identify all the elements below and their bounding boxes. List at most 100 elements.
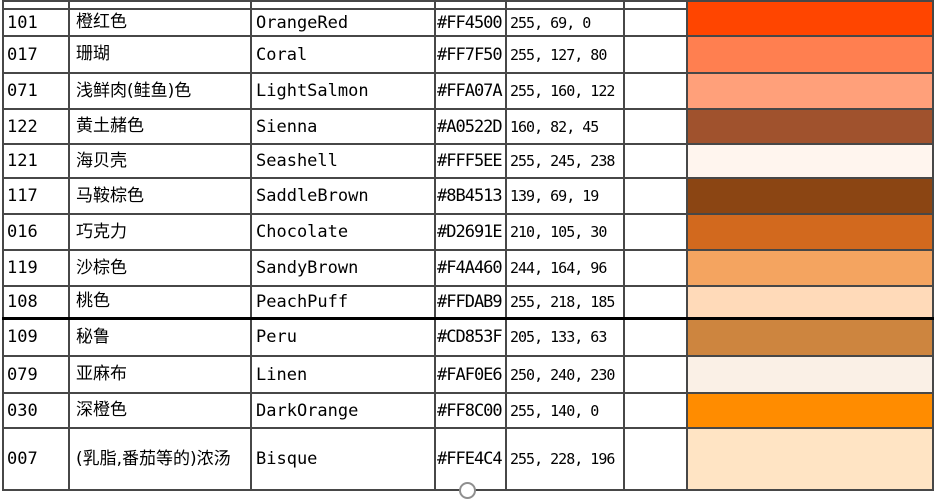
- cell-english-name: Seashell: [250, 143, 436, 179]
- cell-english-name: SandyBrown: [250, 249, 436, 287]
- cell-blank: [623, 143, 688, 179]
- cell-blank: [623, 392, 688, 429]
- cell-blank: [623, 317, 688, 357]
- cell-blank: [623, 72, 688, 110]
- cell-blank: [623, 213, 688, 251]
- cell-english-name: Chocolate: [250, 213, 436, 251]
- cell-hex: #FFF5EE: [434, 143, 507, 179]
- cell-hex: #8B4513: [434, 177, 507, 215]
- cell-blank: [623, 35, 688, 74]
- cell-id: 079: [2, 355, 70, 394]
- color-swatch: [686, 108, 934, 145]
- cell-chinese-name: 珊瑚: [68, 35, 252, 74]
- cell-english-name: LightSalmon: [250, 72, 436, 110]
- cell-hex: #FFA07A: [434, 72, 507, 110]
- color-swatch: [686, 392, 934, 429]
- cell-rgb: 205, 133, 63: [505, 317, 625, 357]
- table-row: 122 黄土赭色 Sienna #A0522D 160, 82, 45: [2, 108, 934, 145]
- cell-hex: #FF8C00: [434, 392, 507, 429]
- cell-rgb: 255, 140, 0: [505, 392, 625, 429]
- cell-rgb: 255, 218, 185: [505, 285, 625, 320]
- cell-id: 030: [2, 392, 70, 429]
- cell-id: 017: [2, 35, 70, 74]
- color-swatch: [686, 177, 934, 215]
- table-row: 119 沙棕色 SandyBrown #F4A460 244, 164, 96: [2, 249, 934, 287]
- table-row: 109 秘鲁 Peru #CD853F 205, 133, 63: [2, 317, 934, 357]
- cell-hex: #FFE4C4: [434, 427, 507, 491]
- selection-handle[interactable]: [459, 482, 476, 499]
- cell-hex: #FFDAB9: [434, 285, 507, 320]
- cell-id: 108: [2, 285, 70, 320]
- cell-rgb: 255, 228, 196: [505, 427, 625, 491]
- cell-english-name: Coral: [250, 35, 436, 74]
- color-swatch: [686, 213, 934, 251]
- cell-rgb: 255, 69, 0: [505, 8, 625, 37]
- cell-blank: [623, 285, 688, 320]
- color-swatch: [686, 317, 934, 357]
- cell-id: 117: [2, 177, 70, 215]
- cell-blank: [623, 108, 688, 145]
- color-swatch: [686, 143, 934, 179]
- cell-rgb: 255, 127, 80: [505, 35, 625, 74]
- table-row: 030 深橙色 DarkOrange #FF8C00 255, 140, 0: [2, 392, 934, 429]
- table-row: 007 (乳脂,番茄等的)浓汤 Bisque #FFE4C4 255, 228,…: [2, 427, 934, 491]
- color-swatch: [686, 8, 934, 37]
- cell-id: 119: [2, 249, 70, 287]
- cell-id: 007: [2, 427, 70, 491]
- cell-blank: [623, 427, 688, 491]
- cell-rgb: [505, 0, 625, 10]
- cell-rgb: 250, 240, 230: [505, 355, 625, 394]
- table-row: 101 橙红色 OrangeRed #FF4500 255, 69, 0: [2, 8, 934, 37]
- cell-chinese-name: 桃色: [68, 285, 252, 320]
- table-row: 071 浅鲜肉(鲑鱼)色 LightSalmon #FFA07A 255, 16…: [2, 72, 934, 110]
- cell-english-name: [250, 0, 436, 10]
- cell-chinese-name: 黄土赭色: [68, 108, 252, 145]
- cell-hex: #FAF0E6: [434, 355, 507, 394]
- cell-rgb: 210, 105, 30: [505, 213, 625, 251]
- cell-chinese-name: 马鞍棕色: [68, 177, 252, 215]
- cell-chinese-name: 巧克力: [68, 213, 252, 251]
- color-swatch: [686, 355, 934, 394]
- cell-id: [2, 0, 70, 10]
- cell-blank: [623, 249, 688, 287]
- cell-hex: #F4A460: [434, 249, 507, 287]
- cell-blank: [623, 177, 688, 215]
- cell-hex: #CD853F: [434, 317, 507, 357]
- cell-rgb: 139, 69, 19: [505, 177, 625, 215]
- table-row: 079 亚麻布 Linen #FAF0E6 250, 240, 230: [2, 355, 934, 394]
- cell-chinese-name: 沙棕色: [68, 249, 252, 287]
- cell-chinese-name: 秘鲁: [68, 317, 252, 357]
- cell-hex: #FF7F50: [434, 35, 507, 74]
- cell-id: 071: [2, 72, 70, 110]
- color-swatch: [686, 0, 934, 9]
- cell-english-name: Peru: [250, 317, 436, 357]
- cell-chinese-name: 浅鲜肉(鲑鱼)色: [68, 72, 252, 110]
- cell-id: 121: [2, 143, 70, 179]
- cell-english-name: Sienna: [250, 108, 436, 145]
- cell-rgb: 255, 160, 122: [505, 72, 625, 110]
- cell-hex: #A0522D: [434, 108, 507, 145]
- cell-id: 016: [2, 213, 70, 251]
- cell-english-name: SaddleBrown: [250, 177, 436, 215]
- cell-rgb: 160, 82, 45: [505, 108, 625, 145]
- cell-id: 101: [2, 8, 70, 37]
- color-swatch: [686, 285, 934, 320]
- cell-chinese-name: 橙红色: [68, 8, 252, 37]
- color-swatch: [686, 249, 934, 287]
- cell-blank: [623, 355, 688, 394]
- cell-english-name: Linen: [250, 355, 436, 394]
- table-row: 108 桃色 PeachPuff #FFDAB9 255, 218, 185: [2, 285, 934, 320]
- table-row: 121 海贝壳 Seashell #FFF5EE 255, 245, 238: [2, 143, 934, 179]
- cell-id: 122: [2, 108, 70, 145]
- cell-chinese-name: 亚麻布: [68, 355, 252, 394]
- color-swatch: [686, 72, 934, 110]
- cell-id: 109: [2, 317, 70, 357]
- cell-blank: [623, 8, 688, 37]
- cell-english-name: DarkOrange: [250, 392, 436, 429]
- cell-blank: [623, 0, 688, 10]
- table-row: 017 珊瑚 Coral #FF7F50 255, 127, 80: [2, 35, 934, 74]
- cell-english-name: Bisque: [250, 427, 436, 491]
- cell-chinese-name: 海贝壳: [68, 143, 252, 179]
- color-reference-table: 101 橙红色 OrangeRed #FF4500 255, 69, 0 017…: [2, 0, 934, 491]
- table-row: 117 马鞍棕色 SaddleBrown #8B4513 139, 69, 19: [2, 177, 934, 215]
